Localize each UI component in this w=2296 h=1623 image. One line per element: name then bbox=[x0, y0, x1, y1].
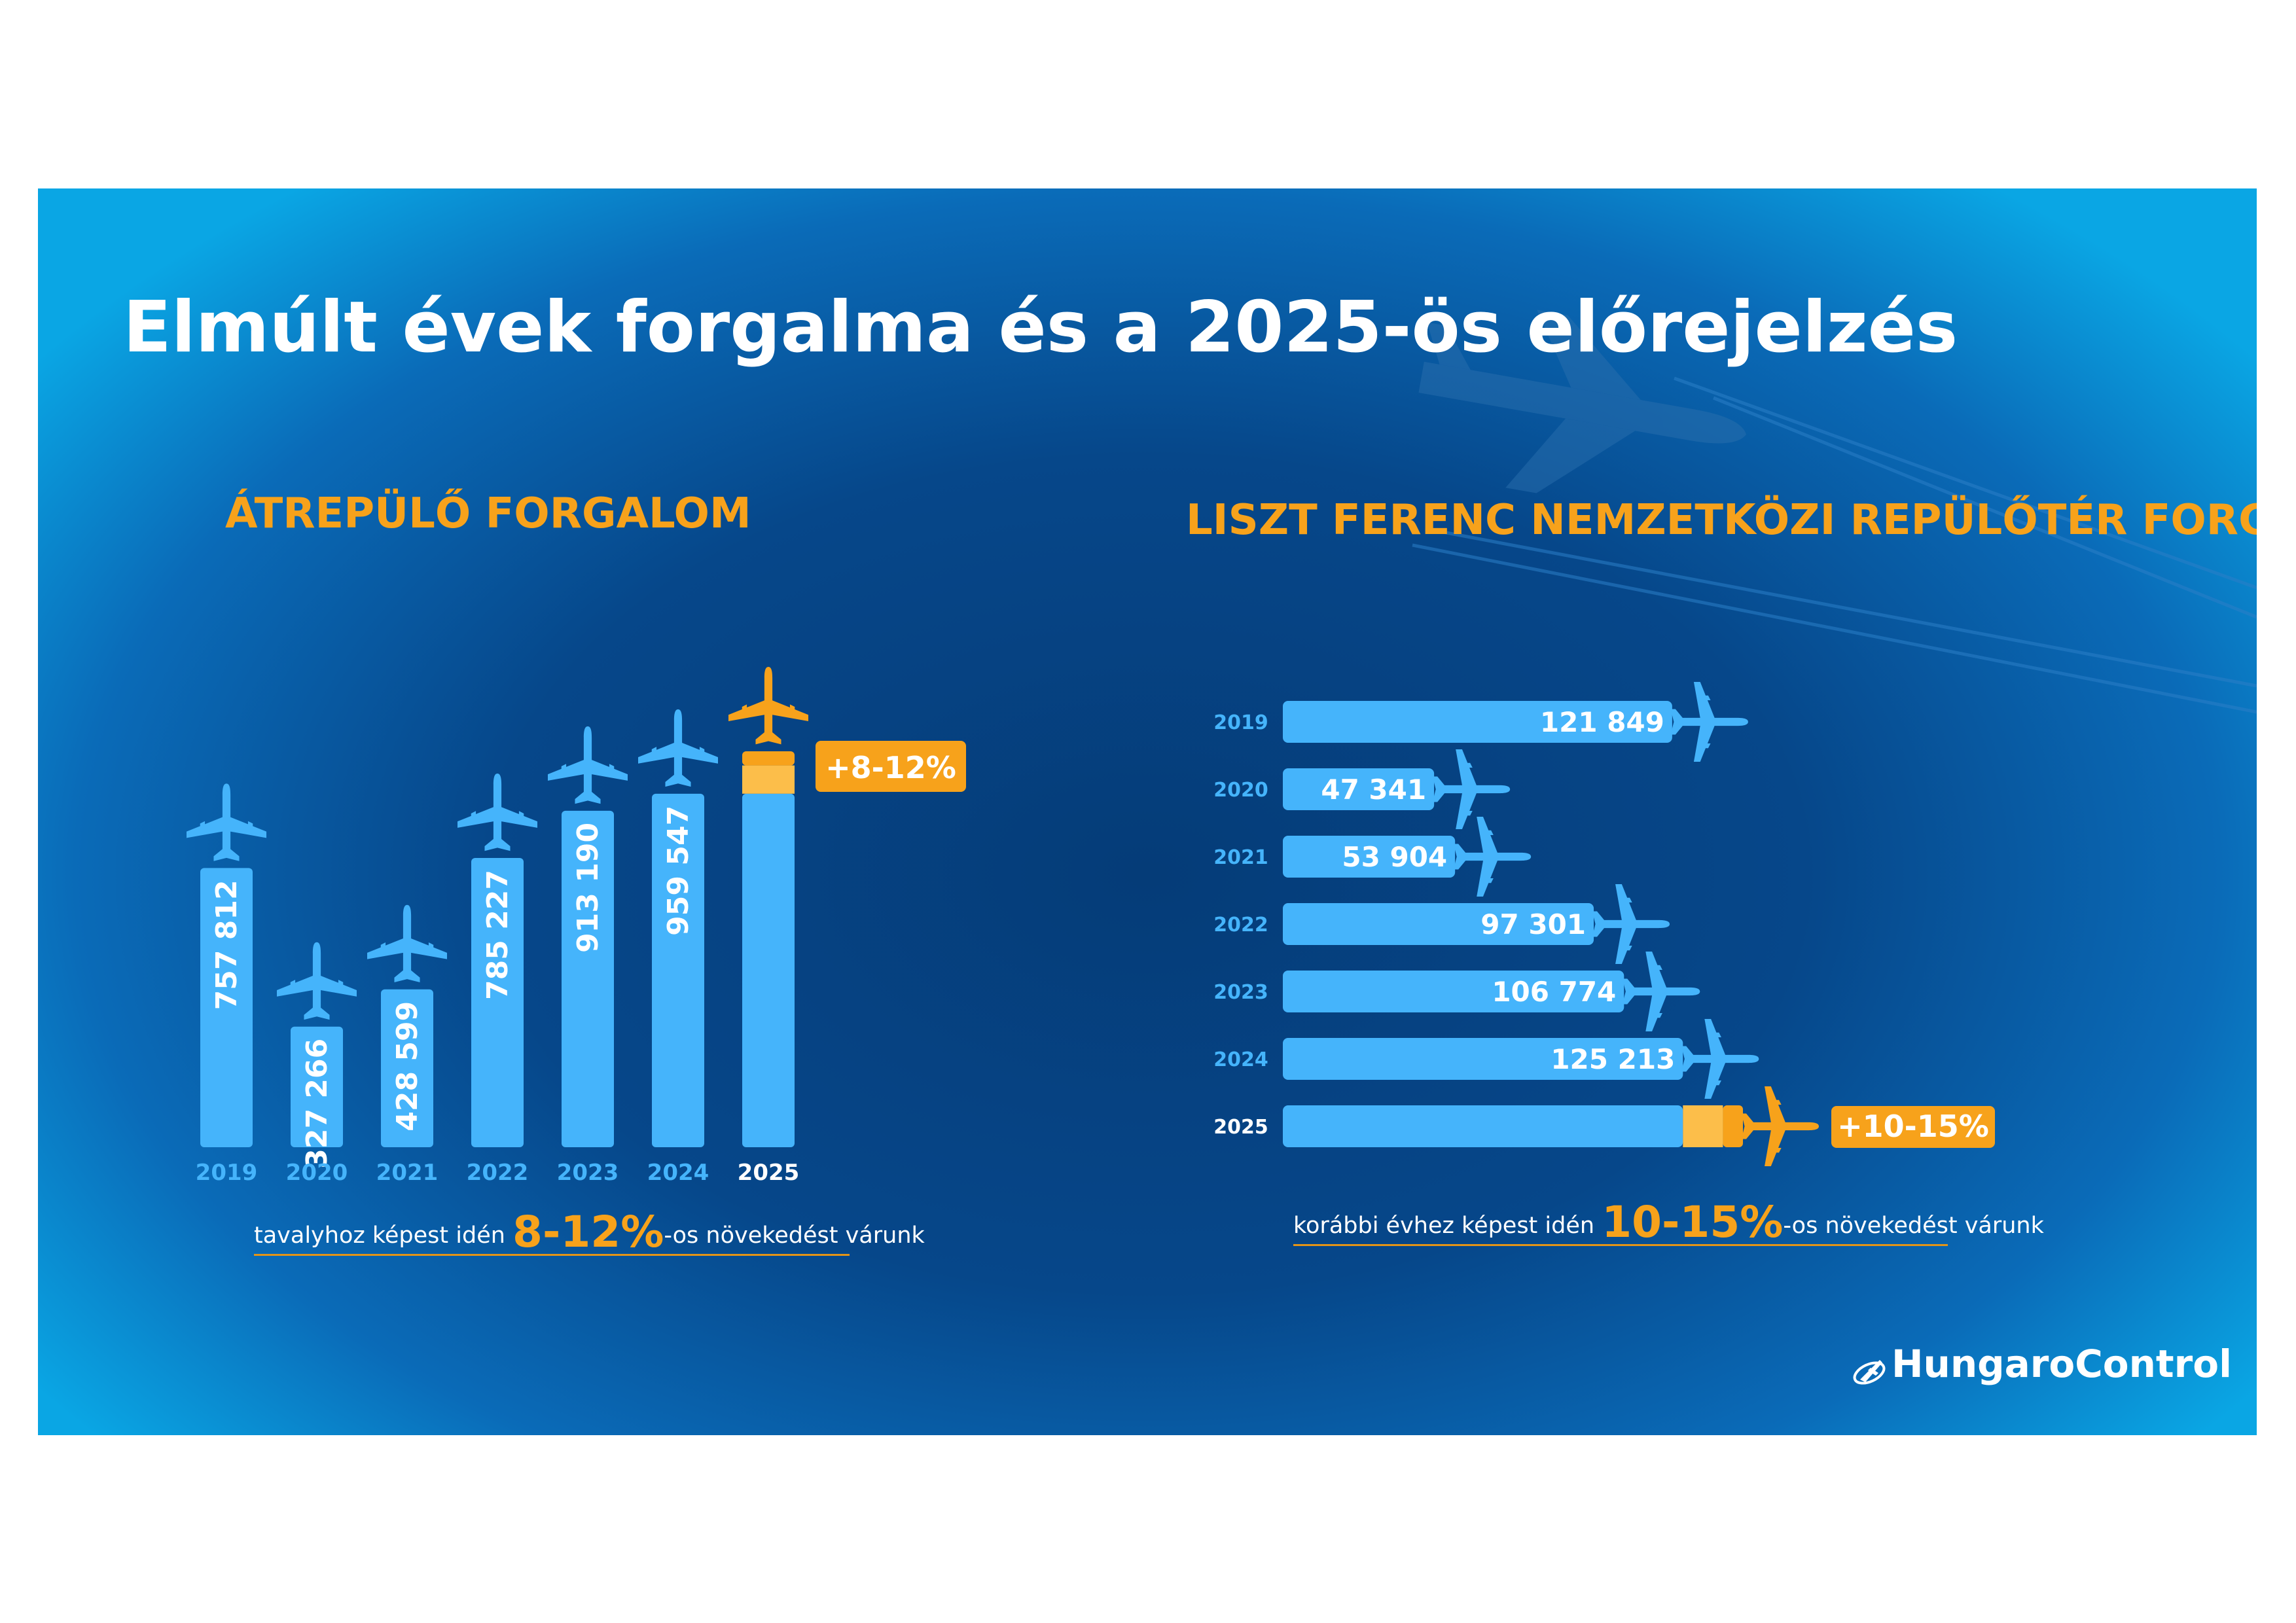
bar-2021 bbox=[381, 989, 433, 1147]
bar-2022 bbox=[1283, 903, 1594, 945]
bar-value-label-2022: 97 301 bbox=[1480, 908, 1586, 940]
background-airplane-silhouette bbox=[1418, 310, 1746, 493]
airport-note-prefix: korábbi évhez képest idén bbox=[1293, 1213, 1602, 1239]
y-tick-label-2019: 2019 bbox=[1213, 711, 1268, 734]
airplane-icon bbox=[548, 726, 628, 804]
x-tick-label-2020: 2020 bbox=[286, 1160, 348, 1186]
airport-note-highlight: 10-15% bbox=[1602, 1197, 1784, 1247]
x-tick-label-2019: 2019 bbox=[196, 1160, 258, 1186]
contrail-lines bbox=[1412, 376, 2257, 714]
bar-2025-growth-min bbox=[742, 765, 795, 794]
airport-growth-note: korábbi évhez képest idén 10-15%-os növe… bbox=[1293, 1190, 2044, 1258]
bar-2020 bbox=[291, 1026, 343, 1147]
logo-text: HungaroControl bbox=[1892, 1342, 2232, 1386]
transit-note-prefix: tavalyhoz képest idén bbox=[254, 1222, 513, 1249]
airport-note-suffix: -os növekedést várunk bbox=[1783, 1213, 2044, 1239]
y-tick-label-2020: 2020 bbox=[1213, 779, 1268, 802]
bar-value-label-2020: 47 341 bbox=[1321, 774, 1426, 806]
airplane-icon bbox=[1453, 816, 1532, 897]
airplane-icon bbox=[1622, 951, 1700, 1032]
airplane-icon bbox=[367, 904, 447, 983]
transit-growth-note: tavalyhoz képest idén 8-12%-os növekedés… bbox=[254, 1200, 925, 1268]
forecast-badge bbox=[1831, 1106, 1995, 1148]
x-tick-label-2023: 2023 bbox=[557, 1160, 619, 1186]
bar-value-label-2023: 913 190 bbox=[571, 823, 605, 953]
hungarocontrol-logo: HungaroControl bbox=[1851, 1340, 2232, 1399]
transit-note-highlight: 8-12% bbox=[512, 1207, 664, 1257]
airplane-icon bbox=[728, 667, 808, 745]
bar-2024 bbox=[1283, 1038, 1683, 1080]
airplane-icon bbox=[1741, 1086, 1820, 1167]
bar-value-label-2021: 53 904 bbox=[1342, 841, 1447, 873]
bar-value-label-2022: 785 227 bbox=[481, 870, 514, 1000]
bar-2025-growth-max bbox=[742, 751, 795, 766]
bar-2020 bbox=[1283, 768, 1435, 810]
x-tick-label-2025: 2025 bbox=[738, 1160, 800, 1186]
x-tick-label-2024: 2024 bbox=[647, 1160, 709, 1186]
bar-2019 bbox=[1283, 701, 1672, 743]
infographic-panel: Elmúlt évek forgalma és a 2025-ös előrej… bbox=[38, 188, 2257, 1435]
bar-2023 bbox=[1283, 971, 1624, 1012]
x-tick-label-2021: 2021 bbox=[376, 1160, 439, 1186]
hungarocontrol-logo-icon bbox=[1853, 1360, 1886, 1385]
bar-value-label-2020: 327 266 bbox=[300, 1039, 334, 1169]
airplane-icon bbox=[1670, 681, 1748, 762]
bar-2025-base bbox=[742, 793, 795, 1147]
bar-value-label-2024: 125 213 bbox=[1551, 1043, 1675, 1075]
transit-traffic-title: ÁTREPÜLŐ FORGALOM bbox=[225, 490, 751, 538]
background-decoration bbox=[1412, 310, 2257, 714]
bar-2025-base bbox=[1283, 1105, 1683, 1147]
airplane-icon bbox=[277, 942, 357, 1020]
airplane-icon bbox=[457, 773, 537, 851]
bar-2025-growth-min bbox=[1683, 1105, 1723, 1147]
airport-traffic-title: LISZT FERENC NEMZETKÖZI REPÜLŐTÉR FORGAL… bbox=[1186, 496, 2257, 544]
airplane-icon bbox=[1681, 1018, 1759, 1099]
x-tick-label-2022: 2022 bbox=[467, 1160, 529, 1186]
y-tick-label-2021: 2021 bbox=[1213, 846, 1268, 869]
bar-value-label-2023: 106 774 bbox=[1492, 976, 1616, 1008]
bar-value-label-2019: 121 849 bbox=[1540, 706, 1664, 738]
transit-note-suffix: -os növekedést várunk bbox=[664, 1222, 925, 1249]
y-tick-label-2025: 2025 bbox=[1213, 1116, 1268, 1139]
airplane-icon bbox=[187, 783, 266, 861]
forecast-badge-label: +8-12% bbox=[825, 750, 956, 785]
bar-2022 bbox=[471, 857, 524, 1147]
y-tick-label-2024: 2024 bbox=[1213, 1048, 1268, 1071]
bar-value-label-2024: 959 547 bbox=[662, 806, 695, 936]
airplane-icon bbox=[1432, 749, 1511, 830]
airport-note-underline bbox=[1293, 1244, 1948, 1246]
bar-value-label-2019: 757 812 bbox=[210, 880, 243, 1010]
bar-value-label-2021: 428 599 bbox=[391, 1001, 424, 1132]
transit-note-underline bbox=[254, 1254, 850, 1256]
bar-2021 bbox=[1283, 836, 1456, 878]
bar-2025-growth-max bbox=[1723, 1105, 1743, 1147]
forecast-badge-label: +10-15% bbox=[1837, 1109, 1989, 1144]
bar-2024 bbox=[652, 793, 704, 1147]
y-tick-label-2022: 2022 bbox=[1213, 914, 1268, 936]
y-tick-label-2023: 2023 bbox=[1213, 981, 1268, 1004]
forecast-badge bbox=[816, 741, 966, 792]
airplane-icon bbox=[1592, 883, 1670, 965]
bar-2023 bbox=[562, 810, 614, 1147]
bar-2019 bbox=[200, 868, 253, 1147]
airplane-icon bbox=[638, 709, 718, 787]
page-title: Elmúlt évek forgalma és a 2025-ös előrej… bbox=[123, 287, 1958, 368]
